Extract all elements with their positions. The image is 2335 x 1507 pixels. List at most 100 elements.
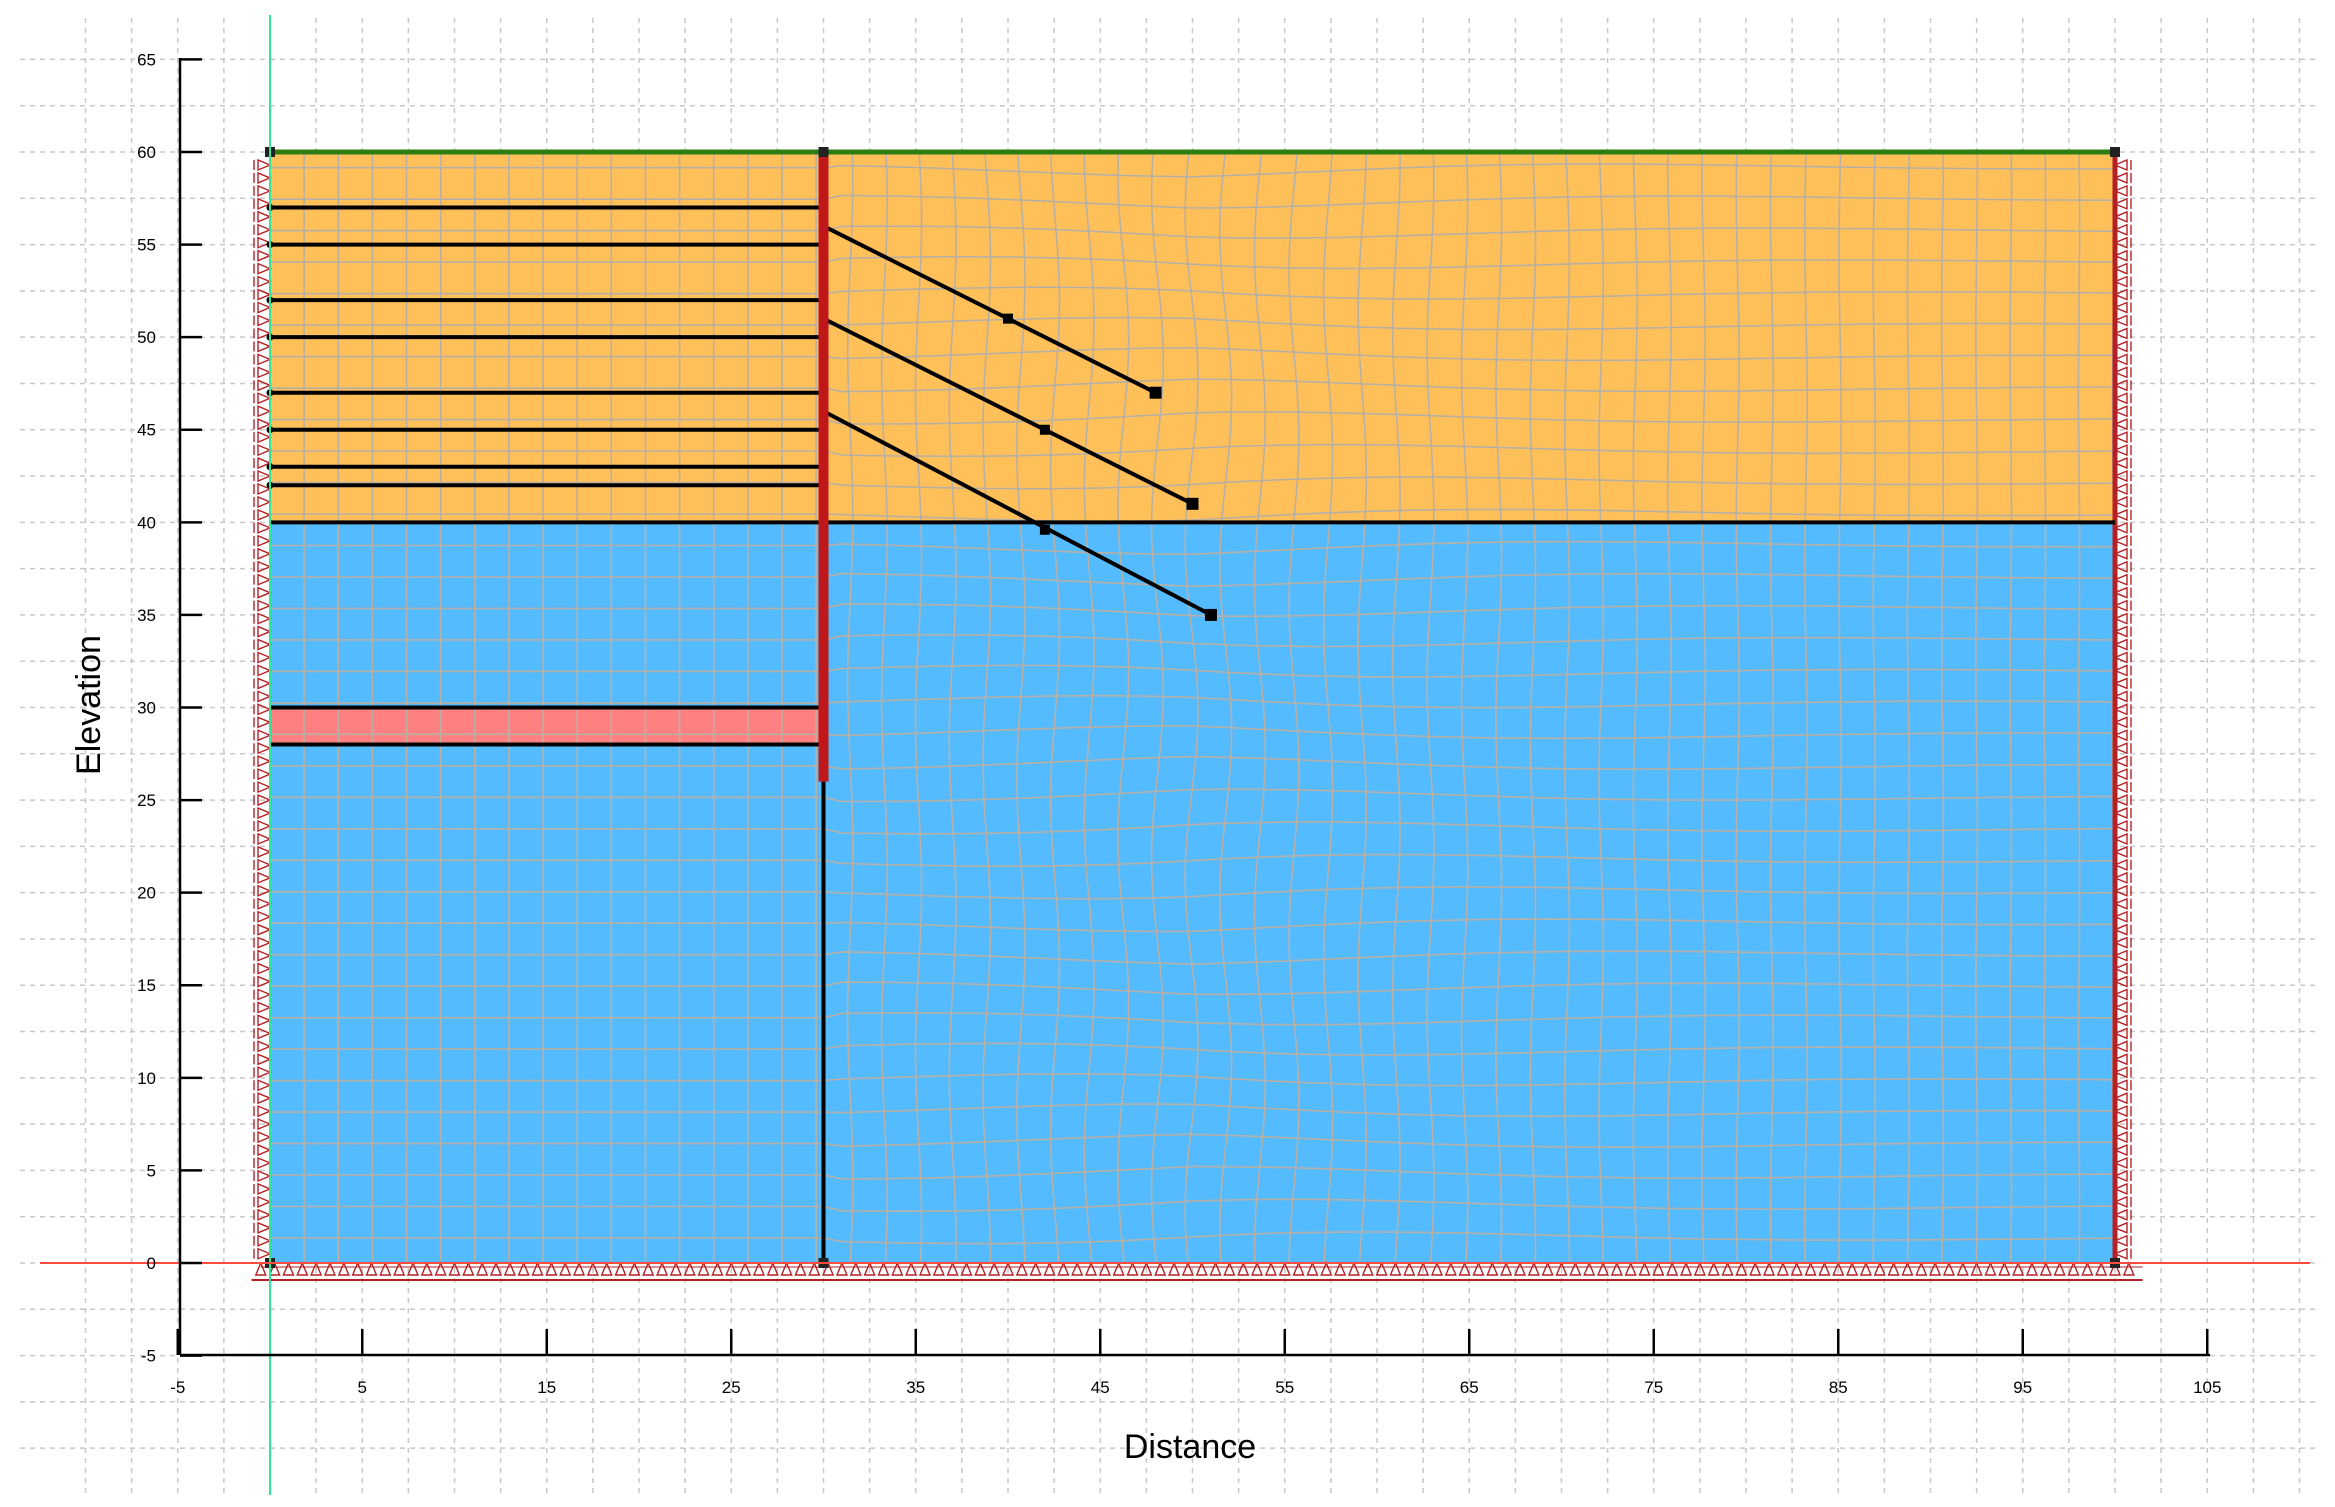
bottom-support-symbol [1043,1261,1056,1276]
right-support-symbol [2113,923,2128,936]
bottom-support-symbol [1818,1261,1831,1276]
bottom-support-symbol [711,1261,724,1276]
x-tick-label: 85 [1829,1378,1848,1397]
left-support-symbol [257,742,272,755]
right-support-symbol [2113,495,2128,509]
right-support-symbol [2113,444,2128,457]
left-support-symbol [257,431,272,444]
bottom-support-symbol [822,1261,835,1276]
right-support-symbol [2113,794,2128,807]
mesh-line-horizontal [270,572,2115,587]
mesh-line-horizontal [270,1231,2116,1245]
bottom-support-symbol [1486,1261,1499,1276]
y-tick-label: 5 [147,1161,156,1180]
right-support-symbol [2113,1118,2128,1131]
bottom-support-symbol [2108,1261,2122,1276]
left-support-symbol [257,171,272,184]
mesh-line-horizontal [270,634,2116,648]
mesh-line-vertical [1701,151,1707,1264]
x-tick-label: 95 [2013,1378,2032,1397]
bottom-support-symbol [1015,1261,1028,1276]
bottom-support-symbol [932,1261,945,1276]
left-support-symbol [257,547,272,560]
x-tick-label: 65 [1460,1378,1479,1397]
bottom-support-symbol [808,1261,821,1276]
bottom-support-symbol [1749,1261,1762,1276]
right-support-symbol [2113,379,2128,392]
bottom-support-symbol [1334,1261,1347,1276]
mesh-line-horizontal [270,508,2116,523]
bottom-support-symbol [1638,1261,1651,1276]
left-support-symbol [257,210,272,223]
left-support-symbol [257,962,272,975]
left-support-symbol [257,1208,272,1221]
bottom-support-symbol [296,1261,309,1276]
y-tick-label: 35 [137,606,156,625]
y-tick-label: -5 [141,1347,156,1366]
bottom-support-symbol [545,1261,558,1276]
mesh-line-horizontal [270,1042,2116,1056]
bottom-support-symbol [614,1261,627,1276]
left-support-symbol [257,1105,272,1118]
mesh-line-horizontal [270,664,2116,678]
bottom-support-symbol [2081,1261,2094,1276]
bottom-support-symbol [794,1261,807,1276]
bottom-support-symbol [849,1261,862,1276]
left-support-symbol [257,184,272,197]
bottom-support-symbol [1237,1261,1250,1276]
left-support-symbol [257,949,272,962]
mesh-line-vertical [914,151,923,1264]
right-support-symbol [2113,508,2128,521]
mesh-line-vertical [2077,151,2081,1264]
bottom-support-symbol [656,1261,669,1276]
right-support-symbol [2113,1105,2128,1118]
right-support-symbol [2113,612,2128,625]
right-support-symbol [2113,1247,2128,1260]
left-support-symbol [257,1014,272,1027]
bottom-support-symbol [1181,1261,1194,1276]
right-support-symbol [2113,158,2128,172]
mesh-line-vertical [1872,151,1876,1264]
right-support-symbol [2113,1027,2128,1040]
mesh-line-horizontal [270,346,2116,362]
bottom-support-symbol [420,1261,433,1276]
mesh-line-vertical [1218,151,1233,1264]
x-tick-label: 55 [1275,1378,1294,1397]
bottom-support-symbol [1071,1261,1084,1276]
bottom-support-symbol [503,1261,516,1276]
right-support-symbol [2113,638,2128,651]
right-support-symbol [2113,832,2128,846]
mesh-line-horizontal [270,603,2116,617]
bottom-support-symbol [1624,1261,1637,1276]
mesh-line-horizontal [270,540,2116,556]
left-support-symbol [257,288,272,301]
left-support-symbol [257,677,272,690]
left-support-symbol [257,444,272,457]
bottom-support-symbol [1583,1261,1596,1276]
bottom-support-symbol [877,1261,890,1276]
right-support-symbol [2113,392,2128,405]
bottom-support-symbol [1596,1261,1610,1276]
bottom-support-symbol [1541,1261,1554,1276]
bottom-support-symbol [1873,1261,1886,1276]
strut-layer [270,707,824,745]
right-support-symbol [2113,560,2128,573]
anchor-mid-node [1003,313,1013,324]
left-support-symbol [257,560,272,573]
left-support-symbol [257,612,272,625]
mesh-line-horizontal [270,163,2115,178]
mesh-line-vertical [1150,151,1165,1264]
mesh-line-vertical [1906,151,1911,1264]
anchor-end-node [1204,608,1217,621]
right-support-symbol [2113,1079,2128,1092]
mesh-line-horizontal [270,256,2116,270]
bottom-support-symbol [1555,1261,1568,1276]
bottom-support-symbol [1209,1261,1222,1276]
right-support-symbol [2113,340,2128,353]
right-support-symbol [2113,431,2128,444]
bottom-support-symbol [835,1261,848,1276]
left-support-symbol [257,923,272,936]
right-support-symbol [2113,936,2128,949]
y-tick-label: 40 [137,513,156,532]
